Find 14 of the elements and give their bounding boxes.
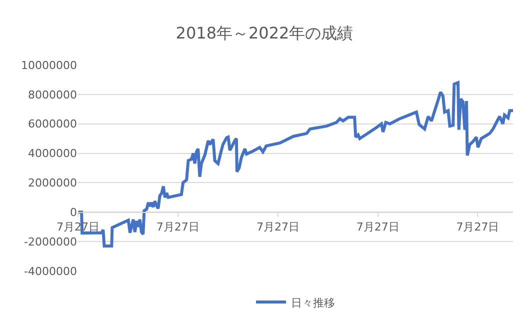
x-tick-label: 7月27日 — [156, 220, 200, 234]
y-tick-label: 6000000 — [28, 118, 77, 131]
chart-title: 2018年～2022年の成績 — [176, 24, 354, 42]
y-tick-label: 10000000 — [21, 58, 77, 72]
y-tick-label: -2000000 — [24, 235, 77, 248]
y-tick-label: 8000000 — [28, 88, 77, 102]
y-tick-label: 0 — [70, 206, 77, 219]
y-tick-label: -4000000 — [24, 264, 77, 278]
y-tick-label: 2000000 — [28, 176, 77, 190]
legend-label: 日々推移 — [291, 296, 335, 310]
x-tick-label: 7月27日 — [256, 220, 300, 234]
x-tick-label: 7月27日 — [456, 220, 500, 234]
x-tick-label: 7月27日 — [356, 220, 400, 234]
y-tick-label: 4000000 — [28, 147, 77, 160]
